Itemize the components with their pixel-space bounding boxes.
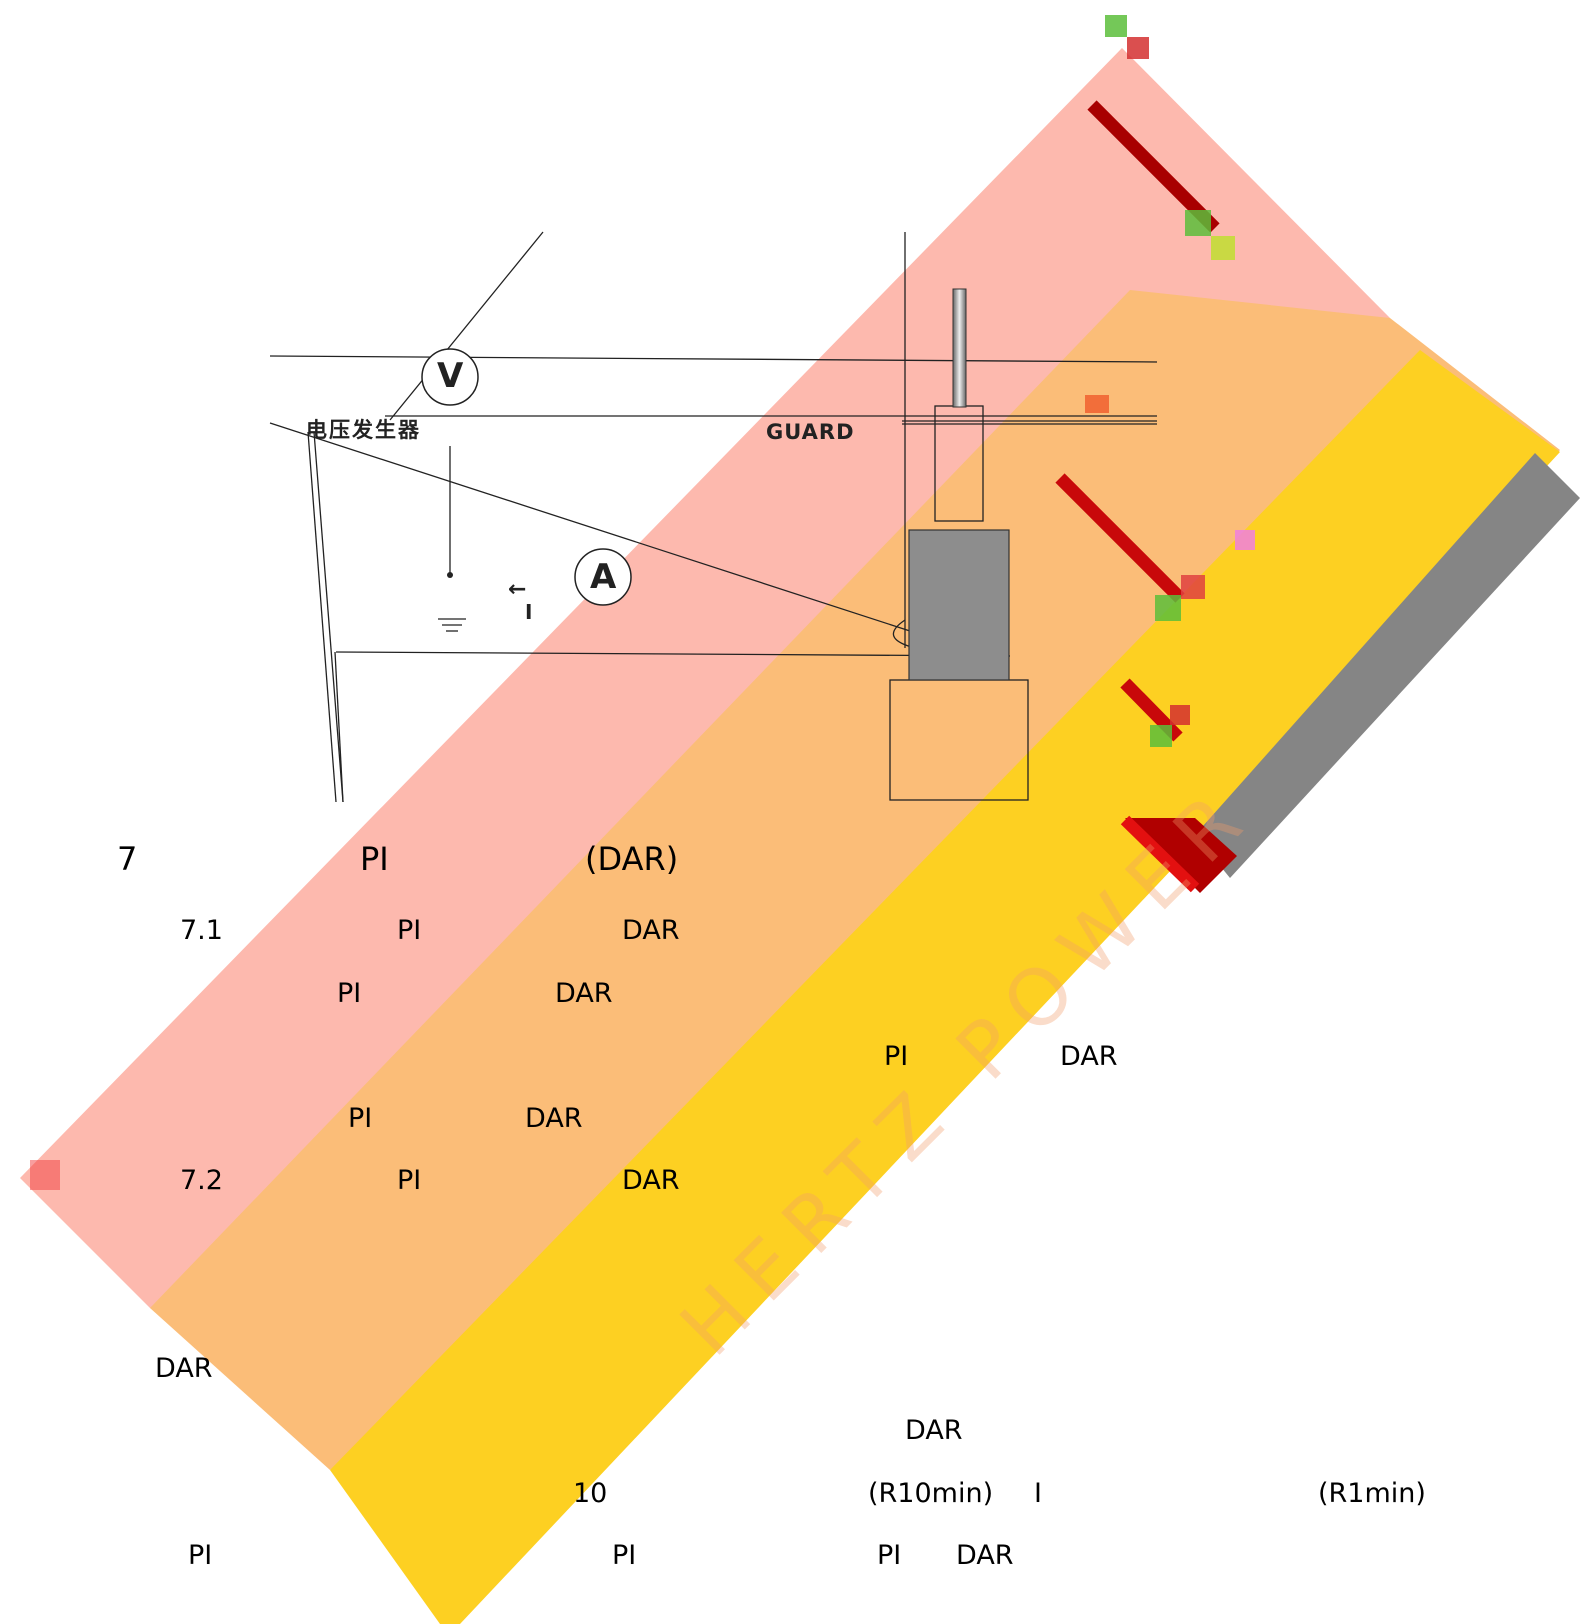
wire-bottom (335, 651, 1011, 657)
bushing-cap (934, 405, 984, 522)
section-72-pi: PI (397, 1165, 422, 1196)
section-72-line4-pi-a: PI (188, 1540, 213, 1571)
section-7-dar: (DAR) (585, 840, 679, 878)
section-71-line1-dar: DAR (555, 978, 613, 1009)
ammeter-label: A (590, 557, 617, 597)
section-71-pi: PI (397, 915, 422, 946)
section-7-number: 7 (117, 840, 138, 878)
section-72-line3-i: I (1034, 1478, 1042, 1509)
conductor-rod (952, 288, 967, 408)
watermark-red-corner (1125, 818, 1237, 893)
watermark-band-gray (1195, 453, 1580, 878)
pedestal (889, 679, 1029, 801)
section-72-dar: DAR (622, 1165, 680, 1196)
voltmeter-icon (421, 348, 479, 406)
section-72-line3-r1min: (R1min) (1318, 1478, 1426, 1509)
wire-left-1 (307, 431, 337, 803)
section-71-line2-dar: DAR (1060, 1041, 1118, 1072)
watermark-red-bar (1120, 815, 1200, 893)
watermark-red-bar (1055, 473, 1185, 603)
wire-top (269, 355, 1158, 363)
section-72-line4-pi-c: PI (877, 1540, 902, 1571)
ground-dot (447, 572, 453, 578)
section-71-line1-pi: PI (337, 978, 362, 1009)
current-label: I (525, 600, 533, 624)
section-71-line2-pi: PI (884, 1041, 909, 1072)
generator-label: 电压发生器 (306, 418, 421, 442)
wire-diagonal-long (269, 422, 991, 658)
section-72-line4-pi-b: PI (612, 1540, 637, 1571)
section-71-line3-dar: DAR (525, 1103, 583, 1134)
section-72-line3-ten: 10 (573, 1478, 608, 1509)
watermark-band-yellow (330, 350, 1560, 1624)
watermark-pixel-blocks (30, 15, 1255, 1190)
section-72-line3-r10min: (R10min) (868, 1478, 994, 1509)
section-72-line2-dar: DAR (905, 1415, 963, 1446)
guard-label: GUARD (766, 420, 855, 444)
wire-diagonal-top (389, 231, 544, 421)
section-72-number: 7.2 (180, 1165, 223, 1196)
section-72-line1-dar: DAR (155, 1353, 213, 1384)
wire-left-2 (313, 431, 344, 803)
watermark-red-bar (1087, 100, 1220, 233)
current-arrow-icon: ← (508, 577, 527, 602)
ammeter-icon (574, 548, 632, 606)
voltmeter-label: V (437, 356, 464, 396)
section-72-line4-dar: DAR (956, 1540, 1014, 1571)
section-71-dar: DAR (622, 915, 680, 946)
ground-symbol-icon (438, 618, 466, 632)
insulator-body (908, 529, 1010, 681)
section-7-pi: PI (360, 840, 389, 878)
wire-left-3 (334, 651, 344, 803)
section-71-number: 7.1 (180, 915, 223, 946)
section-71-line3-pi: PI (348, 1103, 373, 1134)
